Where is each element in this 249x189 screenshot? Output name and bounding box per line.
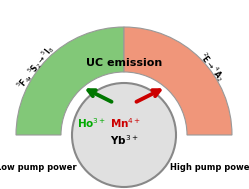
Wedge shape [124,27,232,135]
Text: $^2$E$\rightarrow$$^4$A$_2$: $^2$E$\rightarrow$$^4$A$_2$ [196,50,228,84]
Circle shape [72,83,176,187]
Text: $^5$F$_4$, $^5$S$_2$$\rightarrow$$^5$I$_8$: $^5$F$_4$, $^5$S$_2$$\rightarrow$$^5$I$_… [14,42,58,92]
Text: High pump power: High pump power [170,163,249,171]
Text: Ho$^{3+}$: Ho$^{3+}$ [77,116,106,130]
Text: Yb$^{3+}$: Yb$^{3+}$ [110,133,138,147]
Text: UC emission: UC emission [86,58,162,68]
Text: Low pump power: Low pump power [0,163,76,171]
Wedge shape [16,27,124,135]
Text: Mn$^{4+}$: Mn$^{4+}$ [110,116,141,130]
